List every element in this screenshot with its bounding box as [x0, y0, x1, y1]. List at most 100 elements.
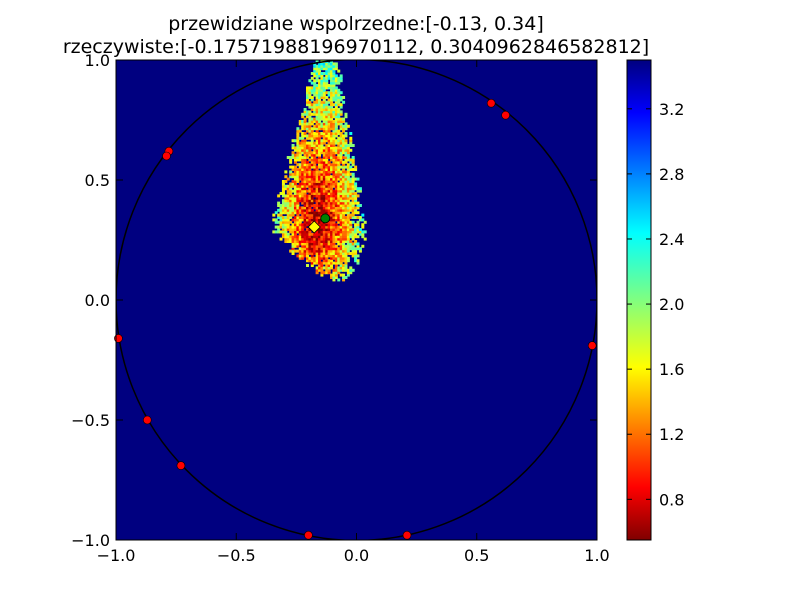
heatmap-cell: [296, 180, 300, 183]
heatmap-cell: [301, 180, 305, 183]
heatmap-cell: [296, 129, 300, 133]
heatmap-cell: [337, 232, 341, 236]
heatmap-cell: [325, 103, 329, 107]
heatmap-cell: [325, 256, 329, 260]
x-tick-label: −1.0: [97, 546, 136, 565]
heatmap-cell: [332, 124, 336, 128]
heatmap-cell: [318, 232, 322, 236]
heatmap-cell: [327, 211, 331, 215]
heatmap-cell: [344, 158, 348, 162]
heatmap-cell: [330, 79, 334, 83]
heatmap-cell: [344, 180, 348, 183]
heatmap-cell: [354, 184, 358, 188]
heatmap-cell: [332, 156, 336, 159]
heatmap-cell: [320, 91, 324, 95]
heatmap-cell: [337, 153, 341, 157]
heatmap-cell: [334, 141, 338, 145]
heatmap-cell: [289, 225, 293, 229]
heatmap-cell: [313, 216, 317, 219]
heatmap-cell: [286, 220, 290, 224]
heatmap-cell: [277, 201, 281, 205]
heatmap-cell: [361, 244, 365, 248]
heatmap-cell: [320, 206, 324, 210]
heatmap-cell: [344, 211, 348, 215]
heatmap-cell: [281, 218, 285, 222]
heatmap-cell: [344, 204, 348, 207]
heatmap-cell: [363, 220, 367, 224]
heatmap-cell: [354, 230, 358, 234]
heatmap-cell: [322, 196, 326, 200]
heatmap-cell: [332, 196, 336, 200]
heatmap-cell: [310, 177, 314, 181]
heatmap-cell: [330, 153, 334, 157]
heatmap-cell: [327, 204, 331, 207]
heatmap-cell: [334, 91, 338, 95]
heatmap-cell: [320, 235, 324, 239]
heatmap-cell: [327, 72, 331, 75]
heatmap-cell: [337, 69, 341, 73]
heatmap-cell: [337, 108, 341, 111]
heatmap-cell: [310, 108, 314, 111]
heatmap-cell: [315, 177, 319, 181]
heatmap-cell: [344, 196, 348, 200]
x-tick-label: 0.5: [464, 546, 489, 565]
heatmap-cell: [330, 189, 334, 193]
heatmap-cell: [346, 235, 350, 239]
heatmap-cell: [325, 146, 329, 150]
heatmap-cell: [351, 199, 355, 203]
heatmap-cell: [332, 249, 336, 253]
heatmap-cell: [346, 189, 350, 193]
heatmap-cell: [298, 165, 302, 169]
heatmap-cell: [318, 172, 322, 176]
heatmap-cell: [281, 230, 285, 234]
heatmap-cell: [303, 168, 307, 171]
heatmap-cell: [325, 112, 329, 116]
heatmap-cell: [298, 163, 302, 167]
heatmap-cell: [308, 79, 312, 83]
heatmap-cell: [351, 204, 355, 207]
heatmap-cell: [291, 244, 295, 248]
heatmap-cell: [315, 259, 319, 263]
heatmap-cell: [293, 240, 297, 243]
heatmap-cell: [318, 139, 322, 143]
heatmap-cell: [334, 237, 338, 241]
heatmap-cell: [322, 247, 326, 251]
heatmap-cell: [298, 168, 302, 171]
heatmap-cell: [339, 144, 343, 147]
heatmap-cell: [346, 153, 350, 157]
heatmap-cell: [301, 196, 305, 200]
heatmap-cell: [322, 86, 326, 90]
heatmap-cell: [303, 117, 307, 121]
heatmap-cell: [298, 252, 302, 255]
heatmap-cell: [322, 88, 326, 92]
heatmap-cell: [332, 76, 336, 80]
colorbar: 0.81.21.62.02.42.83.2: [626, 59, 684, 541]
heatmap-cell: [298, 237, 302, 241]
heatmap-cell: [339, 211, 343, 215]
heatmap-cell: [308, 177, 312, 181]
heatmap-cell: [320, 271, 324, 275]
heatmap-cell: [332, 88, 336, 92]
heatmap-cell: [310, 172, 314, 176]
heatmap-cell: [313, 259, 317, 263]
heatmap-cell: [332, 93, 336, 97]
heatmap-cell: [358, 189, 362, 193]
heatmap-cell: [291, 223, 295, 227]
heatmap-cell: [337, 252, 341, 255]
heatmap-cell: [315, 201, 319, 205]
heatmap-cell: [344, 177, 348, 181]
heatmap-cell: [327, 110, 331, 114]
heatmap-cell: [313, 158, 317, 162]
heatmap-cell: [289, 211, 293, 215]
heatmap-cell: [301, 249, 305, 253]
heatmap-cell: [330, 84, 334, 87]
heatmap-cell: [289, 182, 293, 186]
heatmap-cell: [301, 141, 305, 145]
heatmap-cell: [337, 254, 341, 258]
heatmap-cell: [313, 170, 317, 174]
heatmap-cell: [320, 266, 324, 270]
heatmap-cell: [320, 196, 324, 200]
heatmap-cell: [325, 67, 329, 71]
heatmap-cell: [296, 208, 300, 212]
heatmap-cell: [346, 256, 350, 260]
